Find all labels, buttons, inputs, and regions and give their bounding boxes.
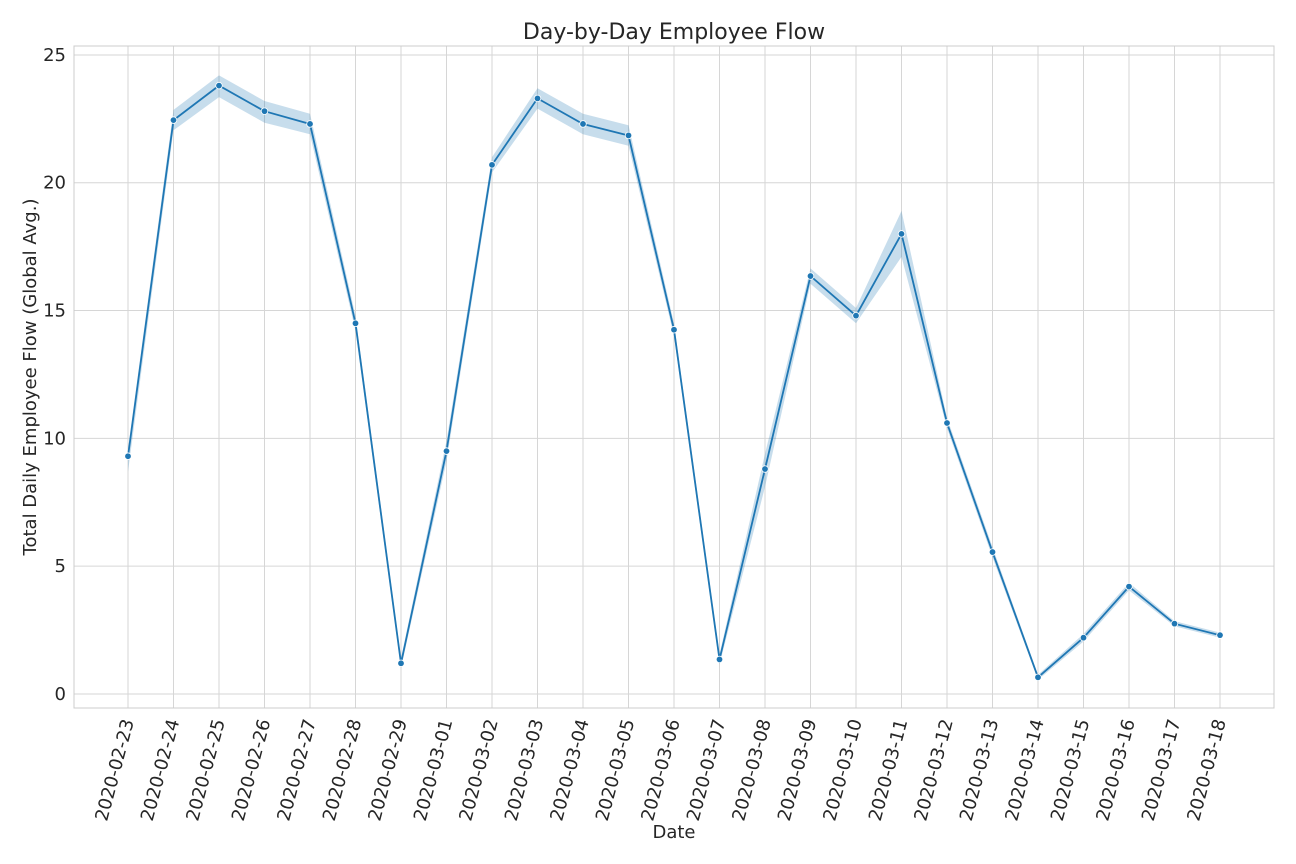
x-tick-label: 2020-03-06 <box>637 717 684 823</box>
x-tick-label: 2020-03-05 <box>592 717 639 823</box>
data-point <box>442 447 451 455</box>
y-tick-label: 10 <box>43 428 66 449</box>
x-tick-label: 2020-03-16 <box>1092 717 1139 823</box>
y-axis-label: Total Daily Employee Flow (Global Avg.) <box>20 199 41 557</box>
data-point <box>943 419 951 427</box>
x-tick-label: 2020-02-28 <box>319 717 366 823</box>
y-tick-label: 20 <box>43 173 66 194</box>
data-point <box>761 465 769 473</box>
x-tick-label: 2020-02-23 <box>91 717 138 823</box>
data-point <box>169 116 178 124</box>
data-point <box>624 131 633 140</box>
data-point <box>260 107 269 115</box>
data-point <box>579 120 587 128</box>
plot-frame <box>73 45 1275 709</box>
x-tick-label: 2020-02-27 <box>273 717 320 823</box>
data-point <box>397 659 405 667</box>
x-tick-label: 2020-03-15 <box>1047 717 1094 823</box>
data-point <box>806 272 815 280</box>
x-tick-label: 2020-03-08 <box>728 717 775 823</box>
data-point <box>1079 634 1088 642</box>
data-points <box>124 81 1224 682</box>
x-tick-label: 2020-03-11 <box>865 717 912 823</box>
data-point <box>1170 619 1179 628</box>
x-tick-label: 2020-03-17 <box>1138 717 1185 823</box>
data-point <box>488 161 496 169</box>
chart-title: Day-by-Day Employee Flow <box>523 20 825 45</box>
data-point <box>306 120 314 128</box>
x-tick-label: 2020-02-24 <box>137 717 184 823</box>
x-tick-label: 2020-02-25 <box>182 717 229 823</box>
x-tick-label: 2020-03-10 <box>819 717 866 823</box>
x-tick-label: 2020-02-29 <box>364 717 411 823</box>
data-point <box>533 94 542 103</box>
x-axis-ticks: 2020-02-232020-02-242020-02-252020-02-26… <box>91 717 1230 823</box>
data-point <box>897 230 906 238</box>
x-tick-label: 2020-03-04 <box>546 717 593 823</box>
data-point <box>852 311 860 320</box>
x-tick-label: 2020-03-09 <box>774 717 821 823</box>
data-point <box>1125 582 1133 591</box>
x-tick-label: 2020-03-07 <box>683 717 730 823</box>
x-tick-label: 2020-03-01 <box>410 717 457 823</box>
x-tick-label: 2020-03-14 <box>1001 717 1048 823</box>
y-tick-label: 25 <box>43 45 66 66</box>
grid <box>74 46 1274 708</box>
y-tick-label: 5 <box>55 556 66 577</box>
data-point <box>1034 673 1042 682</box>
data-point <box>351 319 360 328</box>
x-tick-label: 2020-03-13 <box>956 717 1003 823</box>
x-tick-label: 2020-03-12 <box>910 717 957 823</box>
data-point <box>670 326 678 334</box>
y-tick-label: 15 <box>43 301 66 322</box>
data-point <box>215 81 223 90</box>
data-point <box>124 452 132 460</box>
data-point <box>988 548 997 556</box>
x-tick-label: 2020-02-26 <box>228 717 275 823</box>
x-tick-label: 2020-03-18 <box>1183 717 1230 823</box>
y-tick-label: 0 <box>55 684 66 705</box>
x-axis-label: Date <box>652 822 695 843</box>
y-axis-ticks: 0 5 10 15 20 25 <box>43 45 66 705</box>
x-tick-label: 2020-03-03 <box>501 717 548 823</box>
data-point <box>1216 631 1224 639</box>
data-point <box>715 655 724 664</box>
x-tick-label: 2020-03-02 <box>455 717 502 823</box>
